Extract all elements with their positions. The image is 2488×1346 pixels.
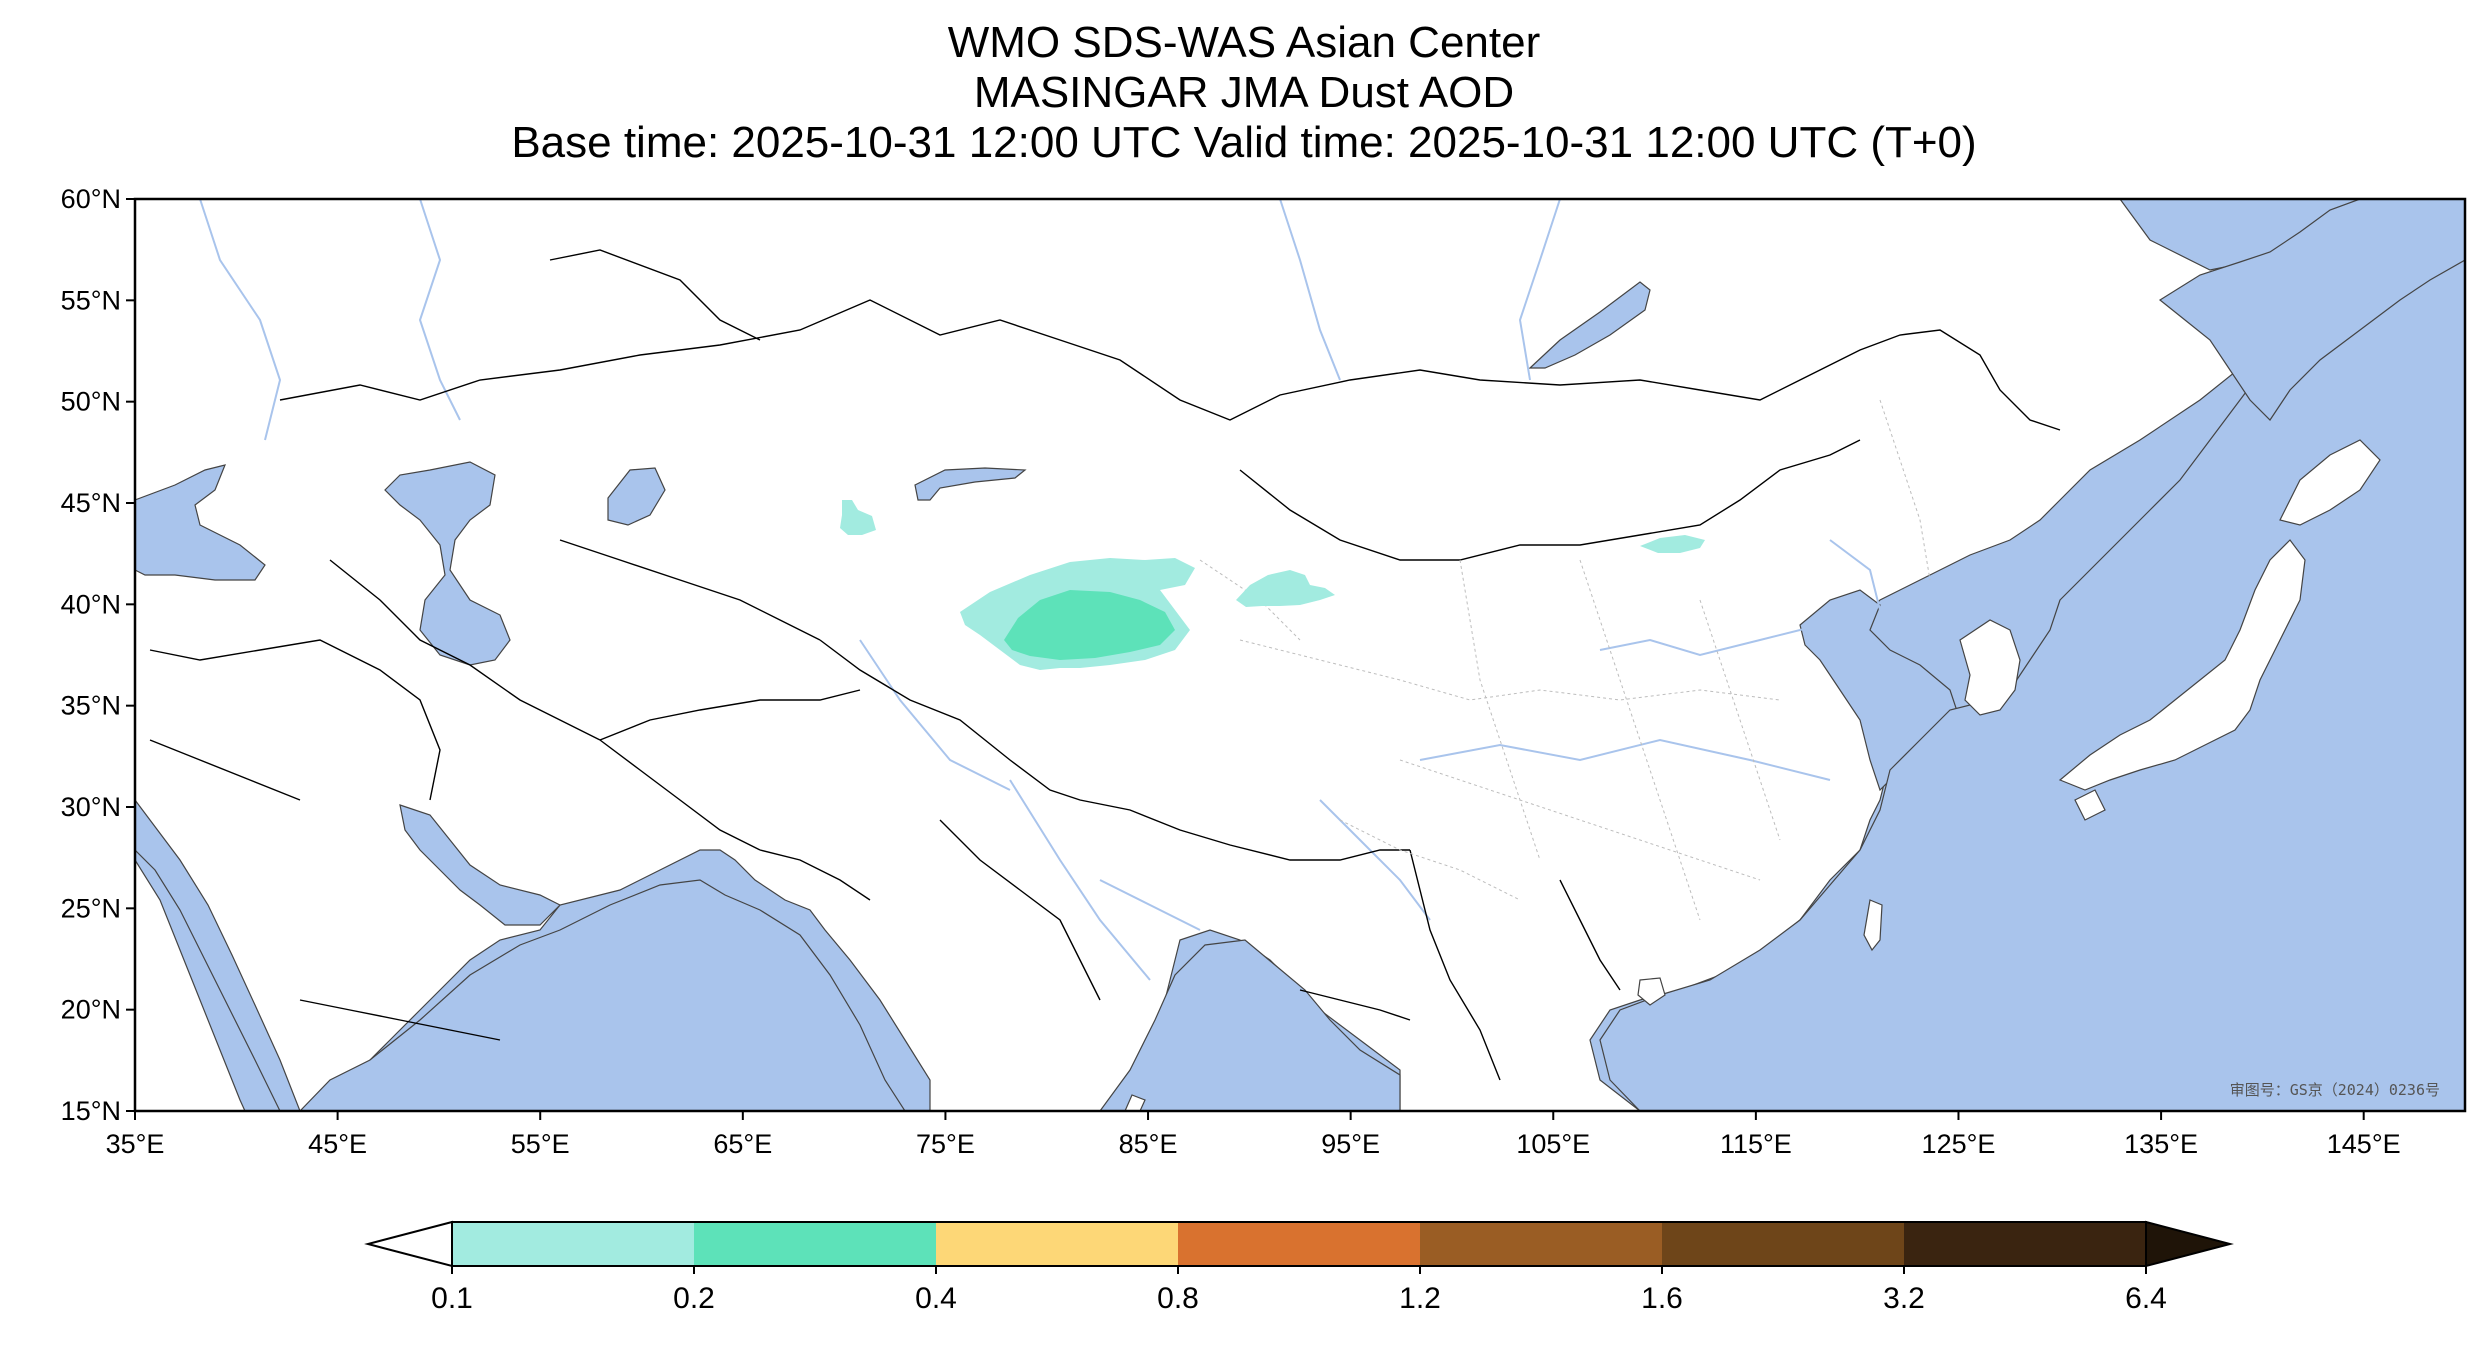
colorbar: 0.1 0.2 0.4 0.8 1.2 1.6 3.2 6.4	[364, 1220, 2234, 1315]
caspian-sea	[384, 461, 511, 666]
hainan	[1637, 977, 1666, 1006]
lat-tick-label: 60°N	[61, 184, 121, 214]
lat-tick-label: 30°N	[61, 792, 121, 822]
map-frame	[133, 197, 2467, 1113]
arabian-sea	[299, 879, 906, 1111]
colorbar-segment	[1420, 1222, 1663, 1266]
colorbar-frame	[451, 1221, 2147, 1267]
lon-tick-label: 55°E	[511, 1129, 570, 1159]
black-sea	[135, 464, 266, 581]
colorbar-segment	[1178, 1222, 1421, 1266]
title-line-2: MASINGAR JMA Dust AOD	[973, 68, 1515, 117]
rivers	[199, 199, 1881, 981]
colorbar-segment	[452, 1222, 695, 1266]
dust-region-kazakhstan-0.1-0.2	[840, 500, 876, 535]
colorbar-tick-label: 3.2	[1883, 1282, 1925, 1315]
lake-balkhash	[914, 467, 1027, 501]
lon-tick-label: 45°E	[308, 1129, 367, 1159]
colorbar-over-extension	[2145, 1220, 2234, 1268]
sea-of-okhotsk	[2158, 199, 2465, 421]
lat-tick-label: 20°N	[61, 995, 121, 1025]
colorbar-segment	[936, 1222, 1179, 1266]
title-line-3: Base time: 2025-10-31 12:00 UTC Valid ti…	[511, 118, 1977, 167]
lat-tick-label: 40°N	[61, 589, 121, 619]
red-sea	[135, 799, 301, 1111]
land-eurasia	[135, 199, 2311, 1111]
title-line-1: WMO SDS-WAS Asian Center	[947, 18, 1541, 67]
national-borders	[149, 249, 2061, 1081]
lon-tick-label: 75°E	[916, 1129, 975, 1159]
map-approval-credit: 审图号：GS京（2024）0236号	[2230, 1081, 2440, 1099]
lon-tick-label: 135°E	[2124, 1129, 2198, 1159]
bay-of-bengal	[1099, 939, 1401, 1111]
sea-of-japan	[1599, 209, 2465, 1111]
colorbar-segment	[1662, 1222, 1905, 1266]
latitude-axis: 60°N 55°N 50°N 45°N 40°N 35°N 30°N 25°N 20°N 15°N	[61, 184, 135, 1126]
lon-tick-label: 115°E	[1720, 1129, 1792, 1159]
map-panel	[135, 199, 2465, 1111]
province-borders	[1199, 399, 1931, 921]
dust-region-gobi-0.1-0.2	[1640, 535, 1705, 553]
lat-tick-label: 35°N	[61, 691, 121, 721]
aral-sea	[607, 467, 666, 526]
japan-islands	[2058, 439, 2381, 821]
lon-tick-label: 65°E	[713, 1129, 772, 1159]
colorbar-tick-label: 0.8	[1157, 1282, 1199, 1315]
lon-tick-label: 85°E	[1119, 1129, 1178, 1159]
lon-tick-label: 145°E	[2327, 1129, 2401, 1159]
dust-region-hexi-0.1-0.2	[1236, 570, 1335, 607]
colorbar-tick-label: 1.6	[1641, 1282, 1683, 1315]
colorbar-under-extension	[364, 1220, 453, 1268]
dust-region-tarim-0.2-0.4	[1004, 590, 1175, 660]
lon-tick-label: 35°E	[106, 1129, 165, 1159]
colorbar-segment	[694, 1222, 937, 1266]
lat-tick-label: 15°N	[61, 1096, 121, 1126]
land-africa	[135, 858, 246, 1111]
longitude-axis: 35°E 45°E 55°E 65°E 75°E 85°E 95°E 105°E 115°E 12…	[106, 1111, 2401, 1159]
persian-gulf	[399, 804, 562, 926]
colorbar-tick-label: 1.2	[1399, 1282, 1441, 1315]
lon-tick-label: 95°E	[1321, 1129, 1380, 1159]
lon-tick-label: 105°E	[1516, 1129, 1590, 1159]
chart-title-block: WMO SDS-WAS Asian Center MASINGAR JMA Du…	[0, 18, 2488, 168]
colorbar-tick-label: 0.2	[673, 1282, 715, 1315]
colorbar-tick-label: 0.4	[915, 1282, 957, 1315]
lat-tick-label: 50°N	[61, 387, 121, 417]
korean-peninsula	[1959, 619, 2021, 716]
lat-tick-label: 55°N	[61, 285, 121, 315]
lat-tick-label: 45°N	[61, 488, 121, 518]
colorbar-segment	[1904, 1222, 2147, 1266]
sri-lanka	[1124, 1094, 1146, 1111]
colorbar-tick-label: 0.1	[431, 1282, 473, 1315]
lat-tick-label: 25°N	[61, 893, 121, 923]
colorbar-tick-label: 6.4	[2125, 1282, 2167, 1315]
taiwan	[1863, 899, 1883, 952]
lake-baikal	[1528, 281, 1651, 369]
lon-tick-label: 125°E	[1922, 1129, 1996, 1159]
